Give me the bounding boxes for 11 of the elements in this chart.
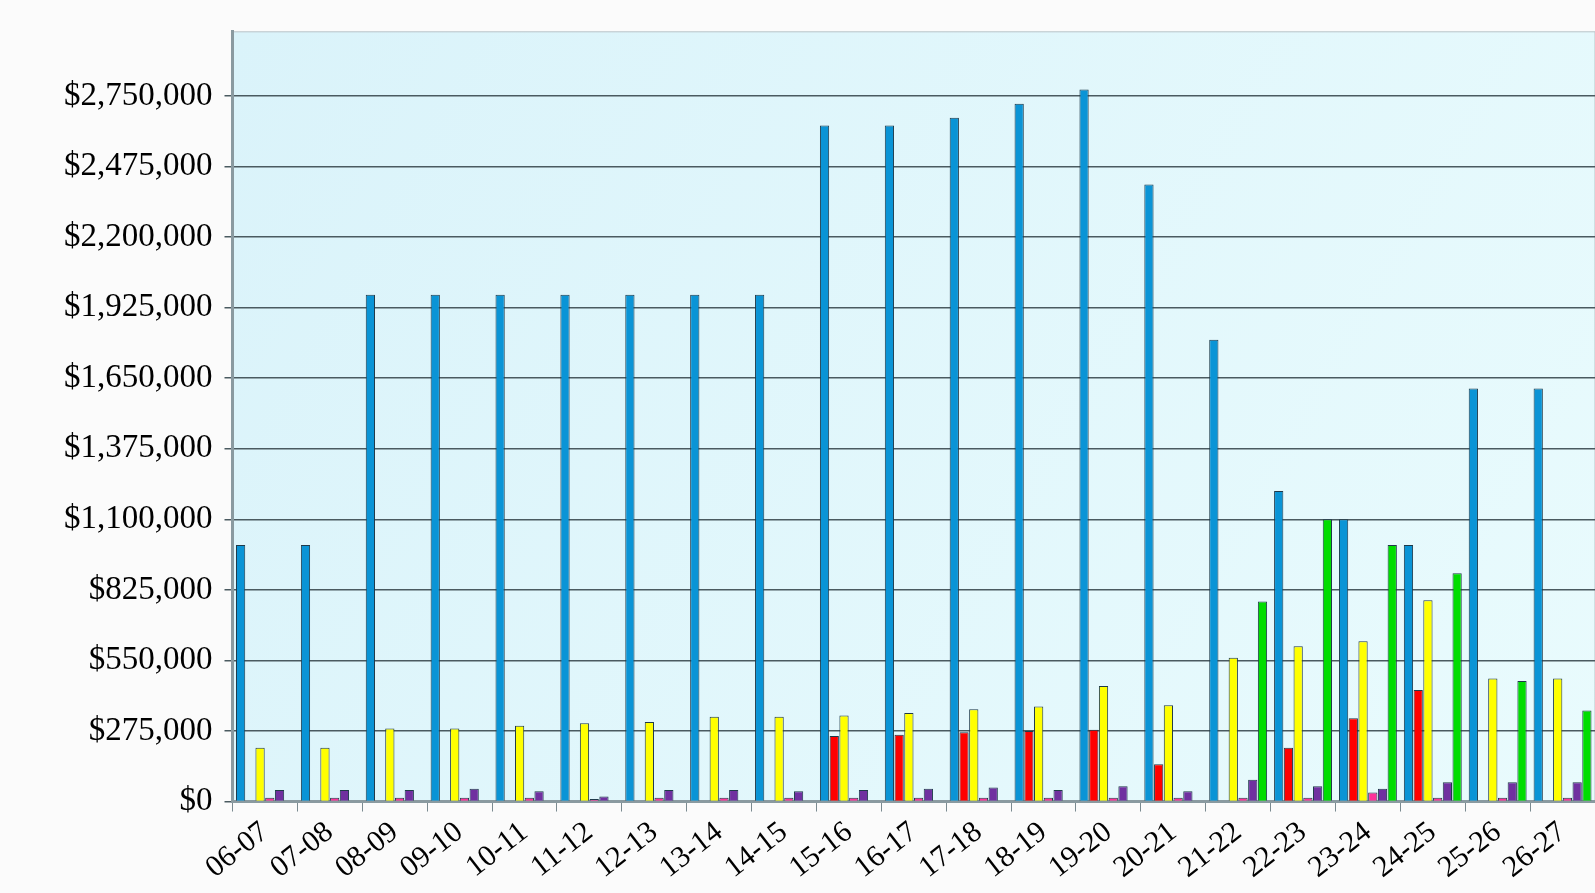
y-tick-label: $1,925,000 — [64, 287, 213, 324]
y-tick-label: $825,000 — [88, 569, 213, 606]
y-tick-label: $2,200,000 — [64, 216, 213, 253]
y-tick-label: $0 — [179, 781, 213, 818]
y-tick-label: $2,475,000 — [64, 146, 213, 183]
y-tick-label: $2,750,000 — [64, 75, 213, 112]
y-tick-label: $550,000 — [88, 640, 213, 677]
y-tick-label: $1,375,000 — [64, 428, 213, 465]
y-tick-label: $1,100,000 — [64, 498, 213, 535]
y-tick-label: $275,000 — [88, 710, 213, 747]
y-tick-label: $1,650,000 — [64, 357, 213, 394]
